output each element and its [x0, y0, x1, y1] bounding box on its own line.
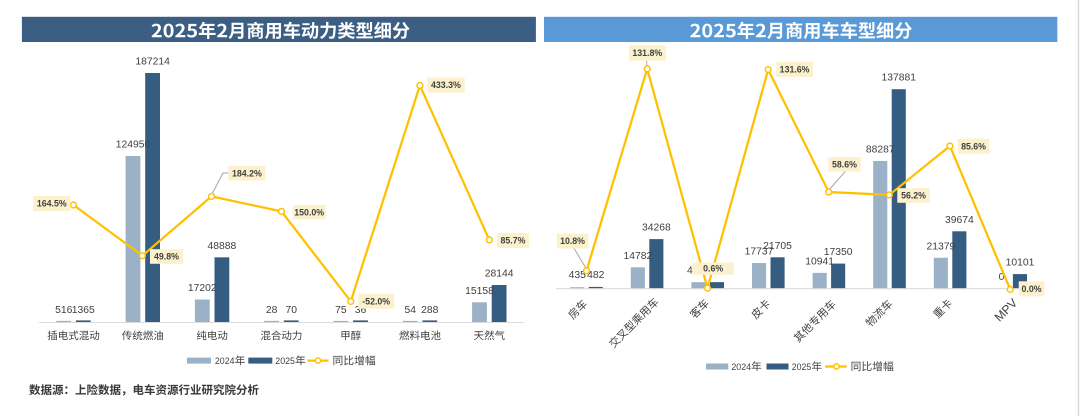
svg-text:85.6%: 85.6%	[961, 141, 986, 151]
svg-text:39674: 39674	[945, 215, 974, 226]
svg-text:0.0%: 0.0%	[1022, 284, 1042, 294]
svg-text:2024: 2024	[731, 362, 751, 372]
svg-text:184.2%: 184.2%	[232, 168, 262, 178]
svg-text:482: 482	[587, 270, 605, 281]
svg-text:17350: 17350	[824, 247, 853, 258]
svg-text:10101: 10101	[1006, 258, 1035, 269]
svg-text:17202: 17202	[188, 283, 217, 294]
svg-text:124950: 124950	[116, 139, 151, 150]
svg-text:-52.0%: -52.0%	[362, 296, 390, 306]
svg-text:54: 54	[404, 305, 416, 316]
svg-text:150.0%: 150.0%	[294, 207, 324, 217]
svg-text:14782: 14782	[623, 251, 652, 262]
svg-text:516: 516	[55, 305, 73, 316]
svg-text:34268: 34268	[642, 223, 671, 234]
svg-text:164.5%: 164.5%	[37, 199, 67, 209]
svg-text:2024: 2024	[215, 356, 235, 366]
svg-text:131.8%: 131.8%	[632, 48, 662, 58]
svg-text:28144: 28144	[485, 268, 514, 279]
svg-text:0.6%: 0.6%	[703, 264, 723, 274]
svg-text:288: 288	[421, 305, 439, 316]
svg-text:49.8%: 49.8%	[154, 252, 179, 262]
svg-text:1365: 1365	[72, 305, 95, 316]
svg-text:131.6%: 131.6%	[780, 64, 810, 74]
svg-text:85.7%: 85.7%	[501, 236, 526, 246]
svg-text:28: 28	[266, 305, 278, 316]
svg-text:56.2%: 56.2%	[901, 191, 926, 201]
svg-text:10941: 10941	[805, 256, 834, 267]
svg-text:15158: 15158	[465, 286, 494, 297]
svg-text:10.8%: 10.8%	[560, 236, 585, 246]
svg-text:75: 75	[335, 305, 347, 316]
svg-text:435: 435	[569, 270, 587, 281]
svg-text:58.6%: 58.6%	[832, 159, 857, 169]
svg-text:2025: 2025	[275, 356, 295, 366]
svg-text:21705: 21705	[763, 241, 792, 252]
svg-text:70: 70	[285, 305, 297, 316]
svg-text:17737: 17737	[745, 247, 774, 258]
svg-text:21379: 21379	[926, 241, 955, 252]
svg-text:36: 36	[355, 305, 367, 316]
svg-text:433.3%: 433.3%	[431, 80, 461, 90]
svg-text:0: 0	[999, 272, 1005, 283]
svg-text:48888: 48888	[208, 241, 237, 252]
svg-text:137881: 137881	[881, 73, 916, 84]
svg-text:88287: 88287	[866, 144, 895, 155]
svg-text:187214: 187214	[135, 57, 170, 68]
svg-text:2025: 2025	[792, 362, 812, 372]
